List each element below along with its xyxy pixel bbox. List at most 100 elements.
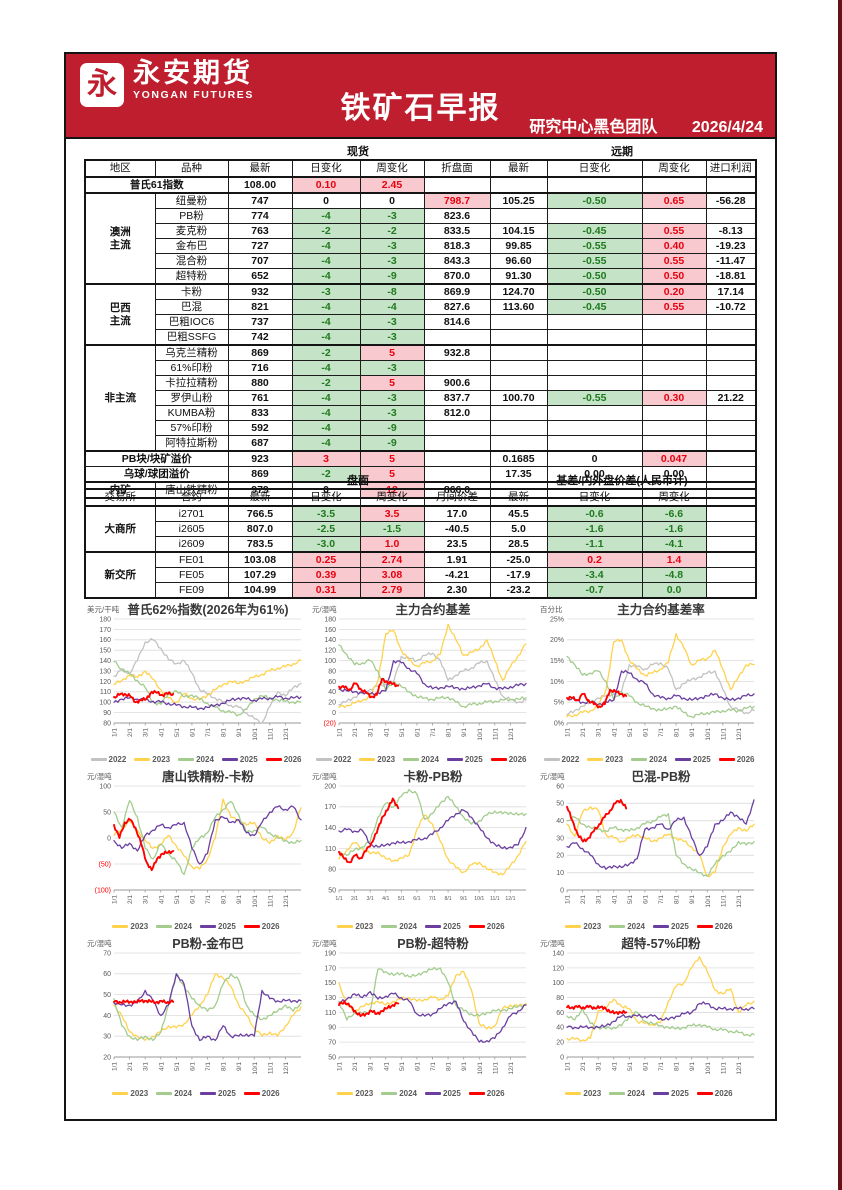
cell: 最新 [489, 159, 548, 178]
svg-text:1/1: 1/1 [112, 728, 119, 737]
cell: 103.08 [227, 551, 293, 568]
cell: 周变化 [641, 159, 707, 178]
legend-item: 2026 [468, 1089, 505, 1098]
svg-text:7/1: 7/1 [658, 728, 665, 737]
legend-item: 2025 [200, 922, 236, 931]
svg-text:190: 190 [324, 950, 336, 957]
svg-text:10%: 10% [550, 679, 564, 686]
cell: 合约 [154, 488, 229, 507]
table-row: 61%印粉 716 -4 -3 [85, 360, 757, 376]
legend-label: 2023 [130, 922, 149, 931]
svg-text:150: 150 [324, 980, 336, 987]
svg-text:1/1: 1/1 [112, 895, 119, 904]
legend-label: 2024 [399, 1089, 417, 1098]
legend-item: 2024 [156, 922, 192, 931]
legend-label: 2024 [649, 755, 667, 764]
cell: 932.8 [423, 344, 491, 361]
svg-text:9/1: 9/1 [460, 896, 467, 902]
cell: 763 [227, 223, 293, 239]
svg-text:90: 90 [103, 710, 111, 717]
cell [423, 420, 491, 436]
svg-text:6/1: 6/1 [189, 1062, 196, 1071]
series-line-2026 [338, 797, 400, 864]
report-header: 永 永安期货 YONGAN FUTURES 铁矿石早报 研究中心黑色团队 202… [66, 54, 775, 139]
axis-unit-label: 元/湿吨 [87, 772, 112, 781]
cell: 707 [227, 253, 293, 269]
cell: -4 [291, 299, 361, 315]
team-name: 研究中心黑色团队 [529, 119, 658, 136]
chart-title: 主力合约基差率 [617, 603, 705, 617]
legend-item: 2024 [609, 1089, 645, 1098]
cell: -10.72 [705, 299, 757, 315]
cell: 混合粉 [154, 253, 229, 269]
chart-plot: (100) (50) 0 50 100 1/1 2/1 3/1 4/1 5/1 6/1 7/1 8/1 9… [95, 783, 302, 908]
legend-item: 2023 [565, 1089, 601, 1098]
legend-item: 2026 [718, 755, 754, 764]
cell: -4 [291, 420, 361, 436]
chart-header: 元/湿吨 卡粉-PB粉 [312, 766, 530, 784]
brand-name-en: YONGAN FUTURES [133, 88, 254, 101]
cell [705, 314, 757, 330]
table-row: 非主流 乌克兰精粉 869 -2 5 932.8 [84, 344, 757, 452]
table-row: 巴粗SSFG 742 -4 -3 [85, 329, 757, 346]
cell [423, 329, 491, 346]
svg-text:60: 60 [103, 971, 111, 978]
cell: 61%印粉 [154, 360, 229, 376]
cell [705, 344, 757, 361]
cell [705, 567, 757, 583]
svg-text:80: 80 [103, 720, 111, 727]
cell: 0.30 [641, 390, 707, 406]
cell: 阿特拉斯粉 [154, 435, 229, 452]
svg-text:(50): (50) [99, 861, 111, 868]
cell: 798.7 [423, 192, 491, 209]
legend-item: 2022 [90, 755, 126, 764]
cell: 卡粉 [154, 283, 229, 300]
svg-text:40: 40 [103, 1013, 111, 1020]
chart-legend: 2023 2024 2025 2026 [312, 922, 530, 931]
svg-text:3/1: 3/1 [143, 728, 150, 737]
table-row: 罗伊山粉 761 -4 -3 837.7 100.70 -0.55 0.30 21.22 [85, 390, 757, 406]
chart-header: 元/湿吨 主力合约基差 [312, 599, 530, 617]
cell: 0.65 [641, 192, 707, 209]
legend-item: 2025 [653, 922, 689, 931]
svg-text:3/1: 3/1 [143, 895, 150, 904]
chart-title: 普氏62%指数(2026年为61%) [127, 603, 289, 617]
series-line-2025 [338, 990, 527, 1044]
svg-text:3/1: 3/1 [367, 896, 374, 902]
legend-item: 2023 [587, 755, 623, 764]
cell: 687 [227, 435, 293, 452]
legend-label: 2025 [671, 1089, 689, 1098]
series-line-2022 [566, 662, 755, 716]
series-line-2024 [113, 973, 302, 1042]
legend-item: 2024 [381, 1089, 417, 1098]
cell: -2 [291, 223, 361, 239]
series-line-2023 [566, 806, 755, 878]
svg-text:3/1: 3/1 [596, 895, 603, 904]
chart-plot: 0% 5% 10% 15% 20% 25% 1/1 2/1 3/1 4/1 5/1 6/1 7/1 8/1… [550, 616, 755, 741]
svg-text:60: 60 [556, 1010, 564, 1017]
legend-label: 2026 [486, 922, 505, 931]
legend-label: 2023 [152, 755, 171, 764]
svg-text:0: 0 [332, 710, 336, 717]
series-line-2025 [566, 799, 755, 870]
chart-plot: 0 10 20 30 40 50 60 1/1 2/1 3/1 4/1 5/1 6/1 7/1 8/1 9/1… [556, 783, 755, 908]
chart-header: 元/湿吨 唐山铁精粉-卡粉 [87, 766, 305, 784]
cell: 108.00 [227, 176, 293, 194]
legend-label: 2026 [508, 755, 527, 764]
svg-text:50: 50 [328, 887, 336, 894]
logo-glyph: 永 [87, 68, 117, 101]
cell: 地区 [84, 159, 156, 178]
cell: -0.55 [546, 390, 643, 406]
svg-text:50: 50 [103, 992, 111, 999]
cell [489, 329, 548, 346]
table-row: i2609 783.5 -3.0 1.0 23.5 28.5 -1.1 -4.1 [85, 536, 757, 553]
svg-text:4/1: 4/1 [382, 896, 389, 902]
cell: i2605 [154, 521, 229, 537]
svg-text:6/1: 6/1 [414, 1062, 421, 1071]
cell: -0.50 [546, 268, 643, 285]
chart-plot: 50 80 110 140 170 200 1/1 2/1 3/1 4/1 5/1 6/1 7/1 8/1… [324, 783, 527, 902]
chart-plot: 20 30 40 50 60 70 1/1 2/1 3/1 4/1 5/1 6/1 7/1 8/1 9/1 1… [103, 950, 302, 1075]
legend-line-swatch [381, 1092, 398, 1095]
svg-text:1/1: 1/1 [337, 1062, 344, 1071]
cell: -2 [291, 466, 361, 483]
